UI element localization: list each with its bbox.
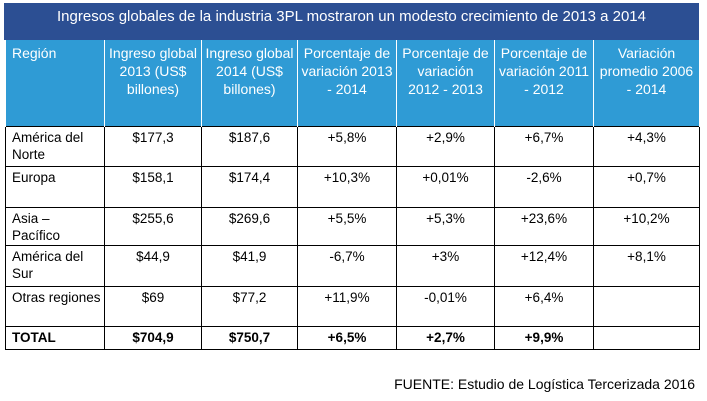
cell-revenue-2014: $750,7 <box>201 326 298 350</box>
cell-change-2013-2014: -6,7% <box>297 245 397 287</box>
cell-revenue-2014: $174,4 <box>201 166 298 208</box>
cell-revenue-2013: $44,9 <box>104 245 202 287</box>
cell-revenue-2014: $41,9 <box>201 245 298 287</box>
cell-average-change: +10,2% <box>593 207 700 246</box>
header-change-2012-2013: Porcentaje de variación 2012 - 2013 <box>396 40 495 127</box>
cell-average-change <box>593 326 700 350</box>
cell-change-2011-2012: +9,9% <box>494 326 594 350</box>
revenue-table: Región Ingreso global 2013 (US$ billones… <box>5 40 700 350</box>
cell-change-2011-2012: +12,4% <box>494 245 594 287</box>
cell-average-change: +8,1% <box>593 245 700 287</box>
header-region: Región <box>5 40 105 127</box>
cell-revenue-2013: $158,1 <box>104 166 202 208</box>
cell-revenue-2014: $187,6 <box>201 126 298 167</box>
header-revenue-2013: Ingreso global 2013 (US$ billones) <box>104 40 202 127</box>
header-change-2011-2012: Porcentaje de variación 2011 - 2012 <box>494 40 594 127</box>
header-average-change-2006-2014: Variación promedio 2006 - 2014 <box>593 40 700 127</box>
cell-change-2013-2014: +5,8% <box>297 126 397 167</box>
cell-change-2013-2014: +11,9% <box>297 286 397 327</box>
source-note: FUENTE: Estudio de Logística Tercerizada… <box>394 376 695 392</box>
table-row-south-america: América del Sur $44,9 $41,9 -6,7% +3% +1… <box>5 245 700 287</box>
header-revenue-2014: Ingreso global 2014 (US$ billones) <box>201 40 298 127</box>
cell-revenue-2014: $269,6 <box>201 207 298 246</box>
table-row-other-regions: Otras regiones $69 $77,2 +11,9% -0,01% +… <box>5 286 700 327</box>
table-row-total: TOTAL $704,9 $750,7 +6,5% +2,7% +9,9% <box>5 326 700 350</box>
cell-change-2013-2014: +6,5% <box>297 326 397 350</box>
table-row-north-america: América del Norte $177,3 $187,6 +5,8% +2… <box>5 126 700 167</box>
cell-change-2011-2012: +6,7% <box>494 126 594 167</box>
cell-change-2011-2012: +6,4% <box>494 286 594 327</box>
cell-region: Asia – Pacífico <box>5 207 105 246</box>
cell-change-2012-2013: -0,01% <box>396 286 495 327</box>
header-row: Región Ingreso global 2013 (US$ billones… <box>5 40 700 127</box>
cell-change-2012-2013: +2,9% <box>396 126 495 167</box>
header-change-2013-2014: Porcentaje de variación 2013 - 2014 <box>297 40 397 127</box>
cell-change-2011-2012: -2,6% <box>494 166 594 208</box>
cell-revenue-2013: $177,3 <box>104 126 202 167</box>
table-title: Ingresos globales de la industria 3PL mo… <box>4 3 699 40</box>
cell-region: América del Sur <box>5 245 105 287</box>
cell-average-change: +0,7% <box>593 166 700 208</box>
cell-change-2012-2013: +5,3% <box>396 207 495 246</box>
cell-change-2011-2012: +23,6% <box>494 207 594 246</box>
cell-change-2012-2013: +2,7% <box>396 326 495 350</box>
cell-revenue-2013: $255,6 <box>104 207 202 246</box>
cell-revenue-2014: $77,2 <box>201 286 298 327</box>
cell-revenue-2013: $69 <box>104 286 202 327</box>
cell-average-change: +4,3% <box>593 126 700 167</box>
cell-change-2013-2014: +5,5% <box>297 207 397 246</box>
cell-change-2012-2013: +0,01% <box>396 166 495 208</box>
cell-revenue-2013: $704,9 <box>104 326 202 350</box>
cell-change-2012-2013: +3% <box>396 245 495 287</box>
table-row-europe: Europa $158,1 $174,4 +10,3% +0,01% -2,6%… <box>5 166 700 208</box>
cell-average-change <box>593 286 700 327</box>
cell-region: América del Norte <box>5 126 105 167</box>
cell-change-2013-2014: +10,3% <box>297 166 397 208</box>
table-row-asia-pacific: Asia – Pacífico $255,6 $269,6 +5,5% +5,3… <box>5 207 700 246</box>
cell-region: TOTAL <box>5 326 105 350</box>
cell-region: Europa <box>5 166 105 208</box>
cell-region: Otras regiones <box>5 286 105 327</box>
